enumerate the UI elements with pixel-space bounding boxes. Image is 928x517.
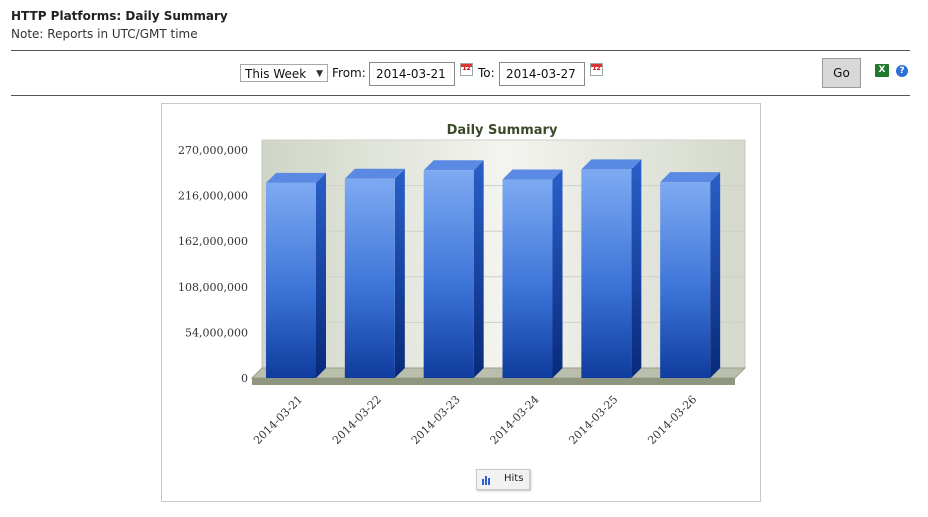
bar-chart-icon — [482, 476, 490, 485]
x-tick-label: 2014-03-22 — [330, 393, 384, 447]
period-select-value: This Week — [245, 67, 307, 81]
x-tick-label: 2014-03-26 — [645, 393, 699, 447]
bar — [581, 169, 632, 378]
go-button[interactable]: Go — [822, 58, 861, 88]
bar — [344, 178, 395, 378]
bar — [266, 182, 316, 378]
bar-top — [344, 168, 405, 179]
divider-bottom — [11, 95, 910, 96]
y-tick-label: 270,000,000 — [178, 144, 248, 157]
bar — [423, 170, 474, 378]
filter-toolbar: This Week ▼ From: 2014-03-21 12 To: 2014… — [0, 58, 928, 90]
period-select[interactable]: This Week ▼ — [240, 64, 328, 82]
divider-top — [11, 50, 910, 51]
x-tick-label: 2014-03-24 — [488, 393, 542, 447]
bar-side — [473, 160, 484, 378]
bar-top — [266, 172, 326, 183]
y-tick-label: 162,000,000 — [178, 235, 248, 248]
to-date-input[interactable]: 2014-03-27 — [499, 62, 585, 86]
y-tick-label: 54,000,000 — [185, 326, 248, 339]
page-title: HTTP Platforms: Daily Summary — [11, 9, 228, 23]
bar-top — [660, 172, 721, 183]
bar-top — [423, 160, 484, 171]
bar — [502, 179, 553, 378]
chevron-down-icon: ▼ — [316, 69, 323, 79]
chart-legend: Hits — [476, 469, 530, 490]
bar-side — [710, 172, 721, 378]
calendar-icon[interactable]: 12 — [590, 63, 603, 76]
bar-side — [552, 169, 563, 378]
help-icon[interactable]: ? — [896, 65, 908, 77]
chart-title: Daily Summary — [447, 123, 558, 138]
bar-top — [502, 169, 563, 180]
bar-side — [394, 168, 405, 378]
legend-label: Hits — [504, 473, 524, 484]
bar-side — [631, 159, 642, 378]
calendar-icon[interactable]: 12 — [460, 63, 473, 76]
x-tick-label: 2014-03-25 — [566, 393, 620, 447]
bar — [660, 182, 711, 378]
y-tick-label: 108,000,000 — [178, 281, 248, 294]
to-label: To: — [478, 66, 495, 80]
x-tick-label: 2014-03-23 — [409, 393, 463, 447]
excel-export-icon[interactable]: X — [875, 64, 889, 77]
bar-top — [581, 159, 642, 170]
x-tick-label: 2014-03-21 — [251, 393, 305, 447]
from-label: From: — [332, 66, 366, 80]
y-tick-label: 216,000,000 — [178, 190, 248, 203]
bar-side — [316, 172, 326, 378]
chart-floor-edge — [252, 378, 735, 385]
page-note: Note: Reports in UTC/GMT time — [11, 27, 198, 41]
y-tick-label: 0 — [241, 372, 248, 385]
from-date-input[interactable]: 2014-03-21 — [369, 62, 455, 86]
